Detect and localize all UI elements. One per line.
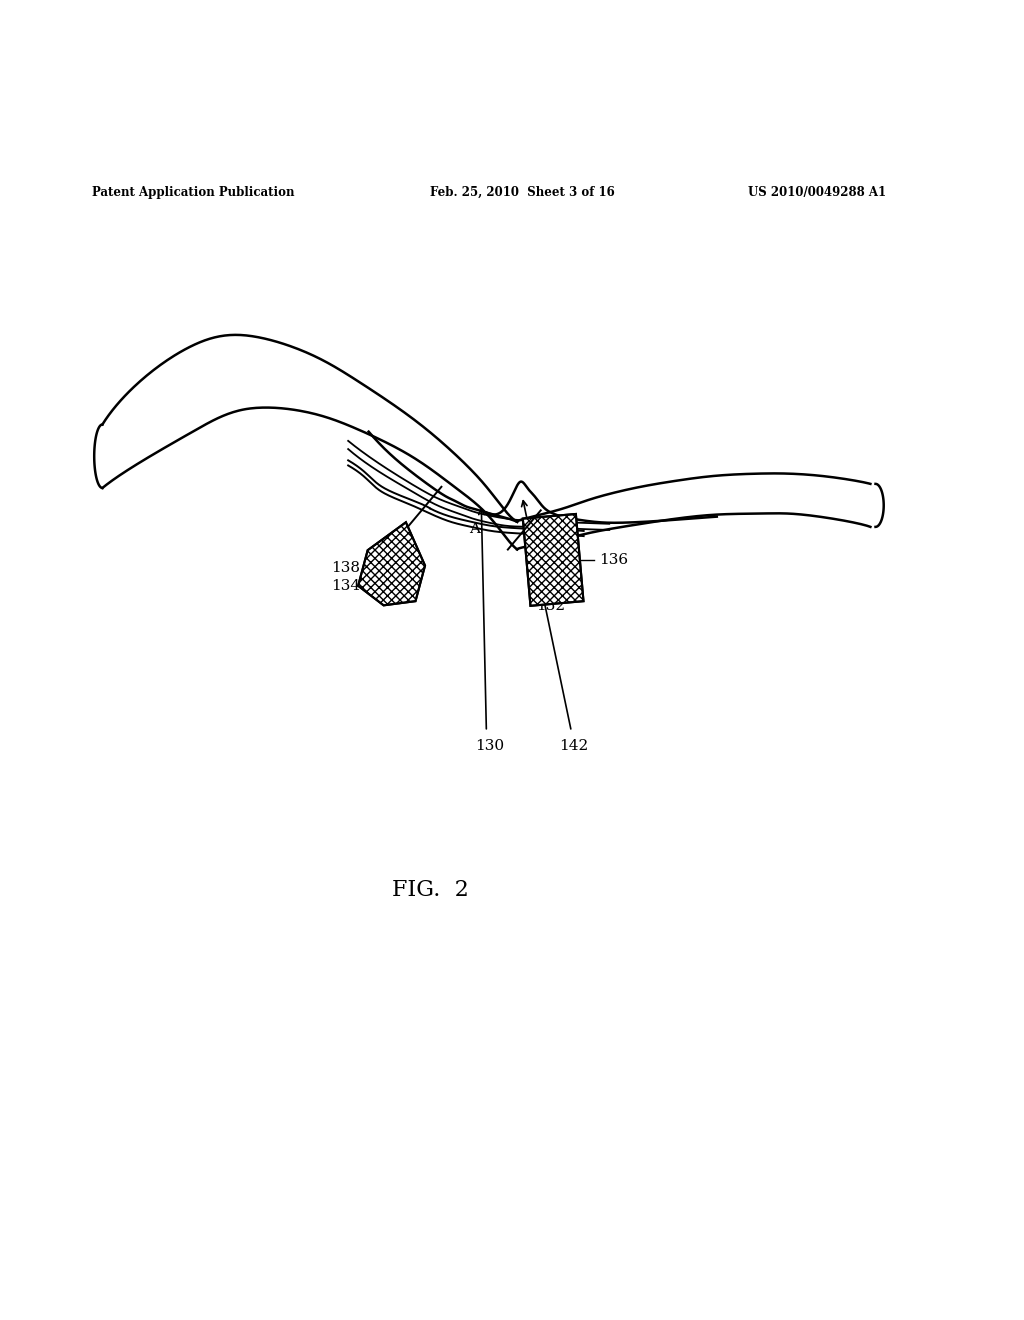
Text: FIG.  2: FIG. 2 (392, 879, 468, 902)
Text: A: A (469, 521, 479, 536)
Text: 142: 142 (559, 739, 588, 752)
Polygon shape (358, 523, 425, 606)
Text: Feb. 25, 2010  Sheet 3 of 16: Feb. 25, 2010 Sheet 3 of 16 (430, 186, 614, 198)
Text: 132: 132 (537, 598, 565, 612)
Text: 134: 134 (332, 579, 360, 593)
Text: US 2010/0049288 A1: US 2010/0049288 A1 (748, 186, 886, 198)
Text: 136: 136 (599, 553, 628, 566)
Text: Patent Application Publication: Patent Application Publication (92, 186, 295, 198)
Text: 130: 130 (475, 739, 504, 752)
Text: 138: 138 (332, 561, 360, 574)
Polygon shape (523, 513, 584, 606)
